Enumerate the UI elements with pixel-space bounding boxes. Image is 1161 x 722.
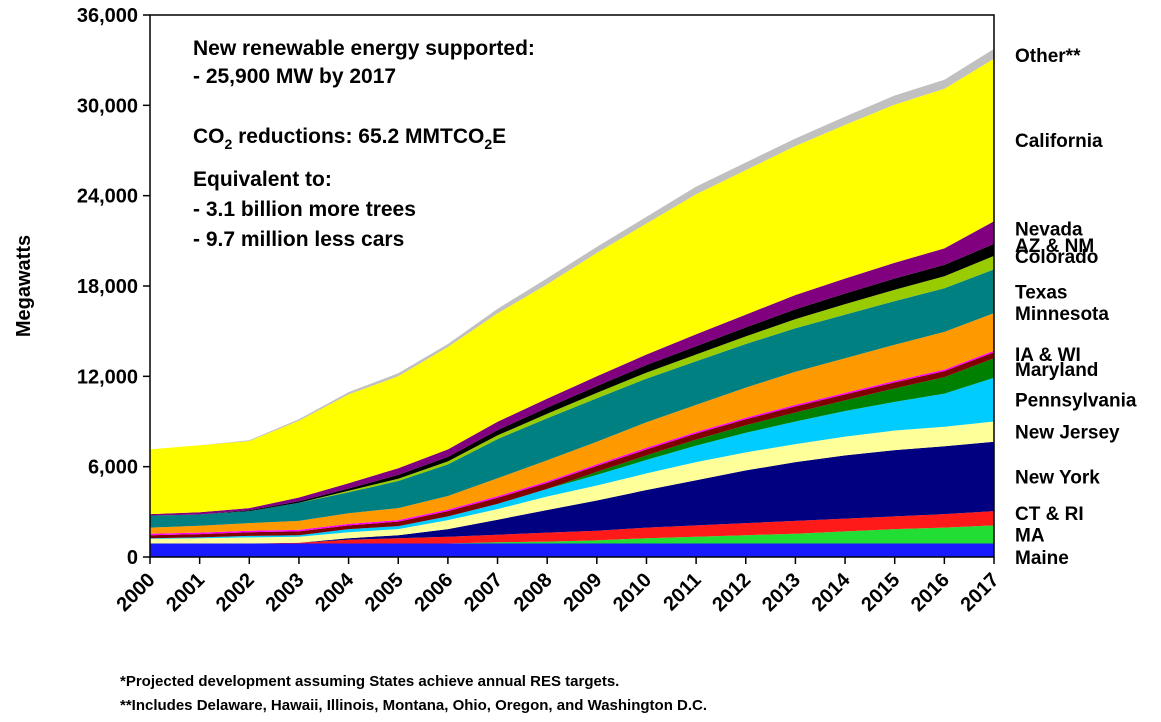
- series-label-colorado: Colorado: [1015, 247, 1098, 268]
- area-ma: [150, 525, 994, 544]
- annotation-line-6: - 9.7 million less cars: [193, 228, 404, 251]
- annotation-line-2: - 25,900 MW by 2017: [193, 65, 396, 88]
- x-tick-label: 2017: [957, 569, 1004, 616]
- x-tick-label: 2010: [609, 569, 656, 616]
- series-label-ma: MA: [1015, 525, 1045, 546]
- area-maine: [150, 543, 994, 557]
- x-tick-label: 2011: [659, 569, 705, 615]
- area-new-york: [150, 441, 994, 544]
- x-axis: 2000 2001 2002 2003 2004 2005 2006 2007 2008 2009…: [113, 557, 1004, 616]
- x-tick-label: 2000: [113, 569, 160, 616]
- area-california: [150, 58, 994, 515]
- y-tick-label: 6,000: [88, 457, 138, 479]
- y-tick-label: 0: [127, 547, 138, 569]
- series-label-ia-wi: IA & WI: [1015, 345, 1081, 366]
- series-label-pennsylvania: Pennsylvania: [1015, 391, 1137, 412]
- footnote-2: **Includes Delaware, Hawaii, Illinois, M…: [120, 697, 708, 714]
- series-label-minnesota: Minnesota: [1015, 304, 1109, 325]
- y-tick-label: 24,000: [77, 186, 138, 208]
- x-tick-label: 2009: [559, 569, 606, 616]
- x-tick-label: 2015: [857, 569, 904, 616]
- x-tick-label: 2006: [410, 569, 457, 616]
- co2-prefix: CO: [193, 125, 225, 148]
- y-tick-label: 30,000: [77, 95, 138, 117]
- y-tick-label: 36,000: [77, 5, 138, 27]
- series-label-az-nm: AZ & NM: [1015, 236, 1094, 257]
- x-tick-label: 2007: [460, 569, 507, 616]
- series-label-texas: Texas: [1015, 282, 1067, 303]
- series-label-other: Other**: [1015, 46, 1081, 67]
- x-tick-label: 2004: [311, 568, 359, 616]
- annotation-line-4: Equivalent to:: [193, 168, 332, 191]
- series-label-new-jersey: New Jersey: [1015, 423, 1120, 444]
- x-tick-label: 2002: [212, 569, 259, 616]
- annotation-line-1: New renewable energy supported:: [193, 37, 535, 60]
- x-tick-label: 2008: [510, 569, 557, 616]
- area-layer: [150, 48, 994, 557]
- footnote-1: *Projected development assuming States a…: [120, 673, 620, 690]
- co2-subscript-2: 2: [484, 136, 492, 152]
- series-label-maryland: Maryland: [1015, 360, 1098, 381]
- area-new-jersey: [150, 421, 994, 544]
- annotation-line-5: - 3.1 billion more trees: [193, 198, 416, 221]
- x-tick-label: 2001: [162, 569, 209, 616]
- series-label-ct-ri: CT & RI: [1015, 504, 1084, 525]
- series-label-new-york: New York: [1015, 468, 1100, 489]
- x-tick-label: 2012: [708, 569, 755, 616]
- x-tick-label: 2005: [361, 569, 408, 616]
- y-tick-label: 12,000: [77, 366, 138, 388]
- x-tick-label: 2016: [907, 569, 954, 616]
- x-tick-label: 2003: [261, 569, 308, 616]
- y-axis-label: Megawatts: [13, 235, 35, 337]
- x-tick-label: 2013: [758, 569, 805, 616]
- x-tick-label: 2014: [808, 568, 856, 616]
- series-label-maine: Maine: [1015, 548, 1069, 569]
- annotation-co2-line: CO2 reductions: 65.2 MMTCO2E: [193, 125, 506, 152]
- series-label-nevada: Nevada: [1015, 219, 1083, 240]
- area-texas: [150, 269, 994, 528]
- stacked-area-chart: 0 6,000 12,000 18,000 24,000 30,000 36,000 200…: [13, 5, 1137, 616]
- y-axis: 0 6,000 12,000 18,000 24,000 30,000 36,000: [77, 5, 150, 569]
- co2-suffix: E: [492, 125, 506, 148]
- area-other: [150, 48, 994, 450]
- area-ct-ri: [150, 511, 994, 544]
- series-label-california: California: [1015, 131, 1103, 152]
- y-tick-label: 18,000: [77, 276, 138, 298]
- annotation-box: New renewable energy supported: - 25,900…: [193, 37, 535, 251]
- co2-subscript-1: 2: [225, 136, 233, 152]
- co2-middle: reductions: 65.2 MMTCO: [232, 125, 484, 148]
